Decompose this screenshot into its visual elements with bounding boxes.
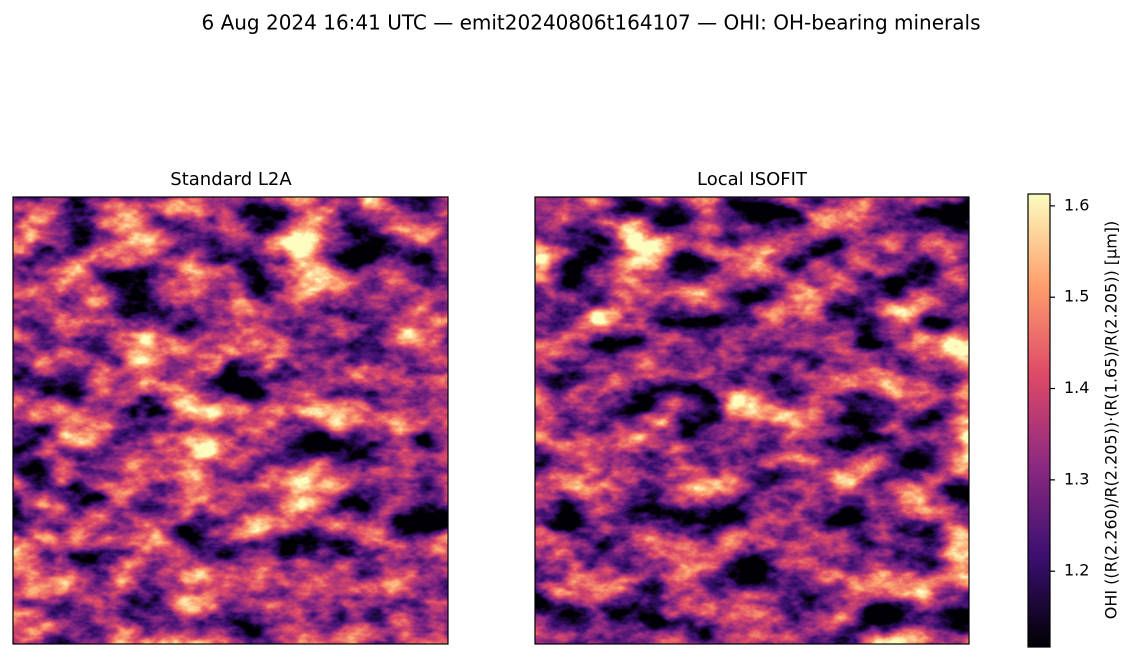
colorbar-scale	[1027, 193, 1051, 648]
panel-frame	[534, 196, 970, 645]
panel-title: Local ISOFIT	[697, 169, 808, 190]
colorbar: OHI ((R(2.260)/R(2.205))·(R(1.65)/R(2.20…	[1027, 193, 1121, 648]
panel-title: Standard L2A	[170, 169, 292, 190]
heatmap-image	[13, 197, 448, 644]
heatmap-image	[535, 197, 969, 644]
panel-left: Standard L2A	[12, 169, 449, 645]
colorbar-tick-label: 1.3	[1064, 469, 1089, 488]
panel-right: Local ISOFIT	[534, 169, 970, 645]
colorbar-tick-label: 1.6	[1064, 195, 1089, 214]
colorbar-label: OHI ((R(2.260)/R(2.205))·(R(1.65)/R(2.20…	[1102, 221, 1121, 620]
panel-frame	[12, 196, 449, 645]
colorbar-tick-label: 1.4	[1064, 378, 1089, 397]
colorbar-tick-label: 1.2	[1064, 561, 1089, 580]
figure-title: 6 Aug 2024 16:41 UTC — emit20240806t1641…	[201, 11, 980, 35]
colorbar-tick-label: 1.5	[1064, 287, 1089, 306]
